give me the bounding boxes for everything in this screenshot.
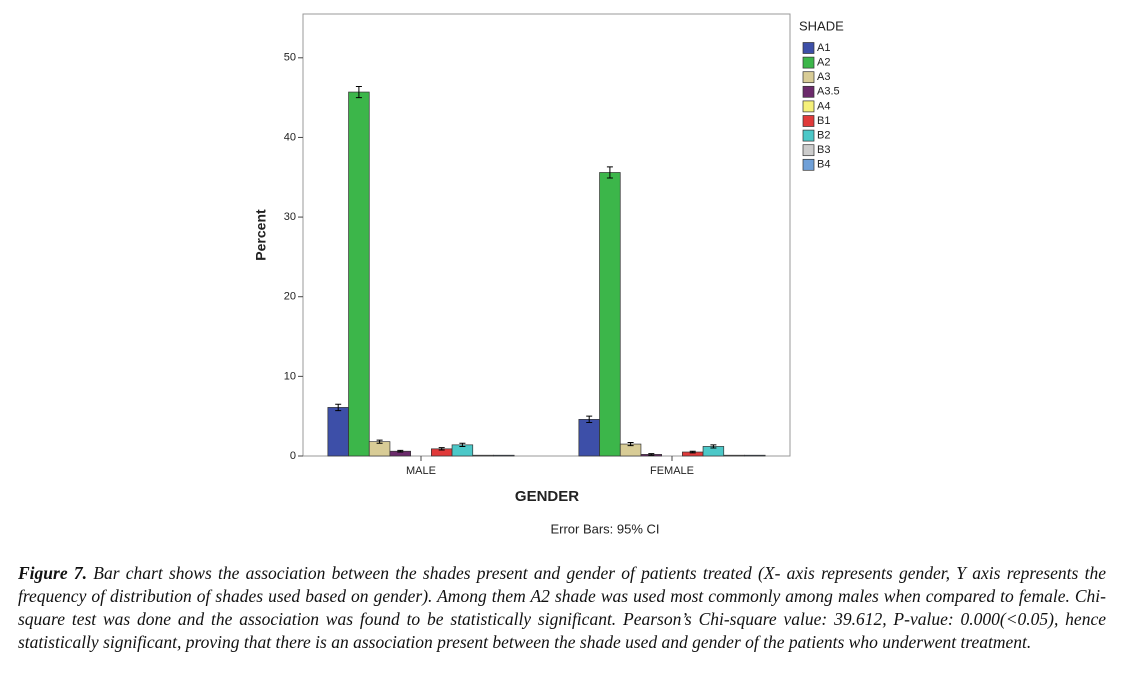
bar [578, 419, 600, 457]
error-bar [459, 442, 466, 447]
error-bar [627, 441, 634, 447]
y-tick-label: 10 [284, 370, 296, 382]
error-bar [689, 450, 696, 454]
error-bar [376, 439, 383, 444]
legend-swatch [802, 115, 815, 127]
legend-label: B4 [817, 159, 830, 171]
plot-frame [302, 13, 791, 457]
legend-swatch [802, 144, 815, 157]
legend-swatch [802, 158, 815, 171]
legend-label: A2 [817, 57, 830, 69]
legend-swatch [802, 100, 815, 113]
legend-label: A1 [817, 42, 830, 54]
error-bar [648, 453, 655, 456]
bar [744, 454, 766, 457]
bar [599, 172, 621, 457]
x-tick-label: MALE [406, 465, 436, 477]
legend-label: B2 [817, 130, 830, 142]
legend-label: A4 [817, 100, 830, 112]
error-bar [710, 444, 717, 449]
legend-swatch [802, 85, 815, 98]
error-bar [438, 447, 445, 451]
legend-label: A3 [817, 71, 830, 83]
x-tick-label: FEMALE [650, 465, 694, 477]
error-bar [335, 403, 342, 412]
error-bar [355, 85, 362, 99]
legend-title: SHADE [799, 18, 844, 33]
y-tick-label: 50 [284, 52, 296, 64]
note: Error Bars: 95% CI [550, 521, 659, 536]
x-axis-label: GENDER [515, 488, 579, 505]
y-axis-label: Percent [253, 209, 269, 261]
legend-swatch [802, 42, 815, 54]
legend-label: B1 [817, 115, 830, 127]
error-bar [606, 166, 613, 179]
y-tick-label: 40 [284, 131, 296, 143]
legend-label: B3 [817, 144, 830, 156]
bar [327, 407, 349, 457]
bar [472, 454, 494, 457]
error-bar [397, 449, 404, 453]
legend-swatch [802, 129, 815, 142]
bar [493, 454, 515, 457]
chart: Percent GENDER Error Bars: 95% CI SHADE … [253, 13, 844, 536]
caption-label: Figure 7. [18, 563, 87, 583]
bar [348, 91, 370, 457]
bar [368, 441, 391, 457]
legend-swatch [802, 56, 815, 69]
bar [723, 454, 745, 457]
caption: Figure 7. Bar chart shows the associatio… [18, 562, 1106, 654]
y-tick-label: 20 [284, 291, 296, 303]
legend-swatch [802, 71, 815, 84]
legend-label: A3.5 [817, 86, 840, 98]
caption-text: Bar chart shows the association between … [18, 563, 1106, 652]
y-tick-label: 0 [290, 450, 296, 462]
error-bar [586, 415, 593, 424]
y-tick-label: 30 [284, 211, 296, 223]
